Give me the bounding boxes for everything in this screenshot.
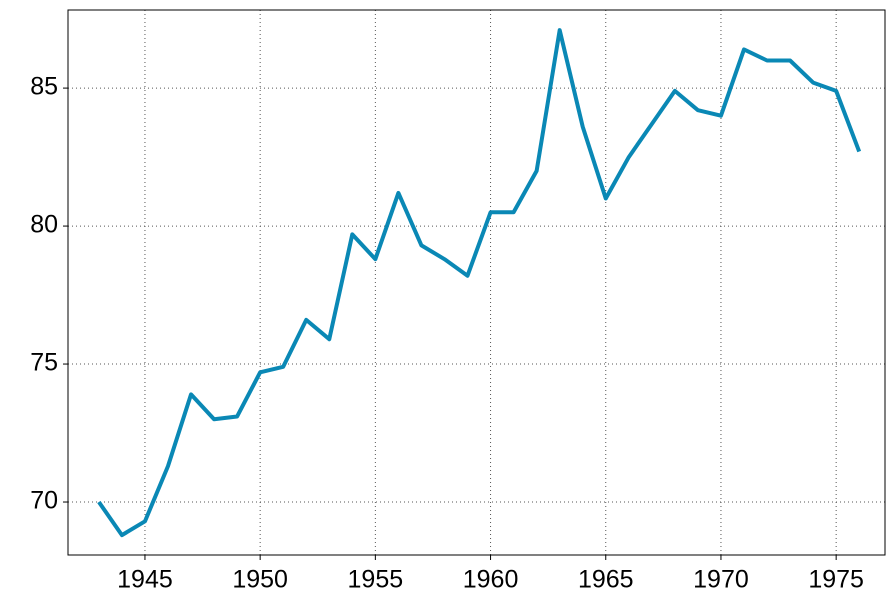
x-tick-label: 1965 xyxy=(578,566,634,594)
y-tick-label: 85 xyxy=(30,73,58,101)
x-tick-label: 1970 xyxy=(693,566,749,594)
y-tick-label: 70 xyxy=(30,487,58,515)
y-tick-label: 80 xyxy=(30,211,58,239)
x-tick-label: 1950 xyxy=(232,566,288,594)
x-tick-label: 1945 xyxy=(117,566,173,594)
data-line xyxy=(97,28,862,538)
x-tick-label: 1955 xyxy=(348,566,404,594)
plot-frame xyxy=(67,9,886,556)
y-tick-label: 75 xyxy=(30,349,58,377)
x-tick-label: 1960 xyxy=(463,566,519,594)
x-tick-label: 1975 xyxy=(808,566,864,594)
